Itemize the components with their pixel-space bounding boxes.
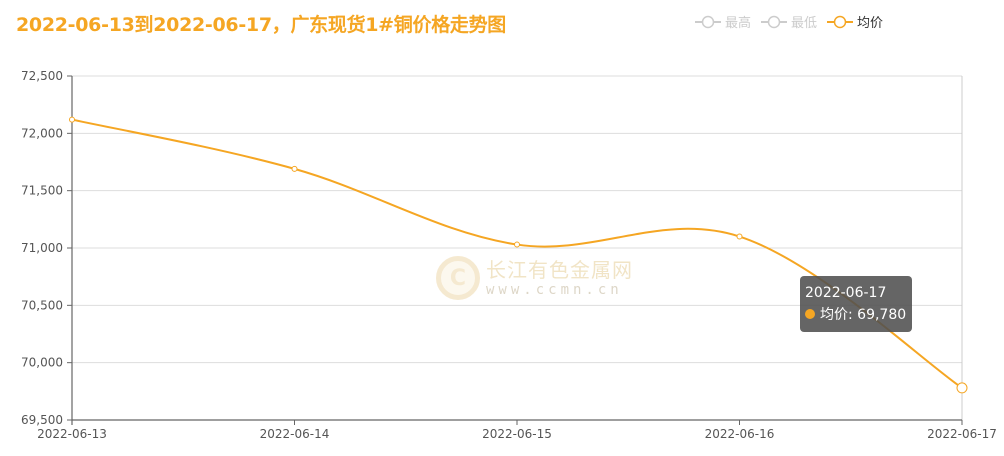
- legend-line-circle-icon: [761, 15, 788, 28]
- series-dot-icon: [805, 309, 815, 319]
- y-tick-label: 72,000: [21, 126, 63, 140]
- y-tick-label: 70,500: [21, 298, 63, 312]
- x-tick-label: 2022-06-13: [37, 427, 107, 441]
- y-tick-label: 71,500: [21, 184, 63, 198]
- legend-label: 均价: [857, 16, 884, 31]
- watermark-logo-icon: C: [436, 256, 480, 300]
- data-point[interactable]: [956, 382, 968, 394]
- watermark-name: 长江有色金属网: [486, 258, 633, 282]
- chart-title: 2022-06-13到2022-06-17，广东现货1#铜价格走势图: [16, 14, 507, 36]
- x-tick-label: 2022-06-14: [260, 427, 330, 441]
- tooltip: 2022-06-17 均价: 69,780: [800, 276, 913, 332]
- data-point[interactable]: [291, 165, 298, 172]
- x-tick-label: 2022-06-17: [927, 427, 997, 441]
- data-point[interactable]: [514, 241, 520, 248]
- legend-label: 最低: [791, 16, 818, 31]
- x-tick-label: 2022-06-16: [705, 427, 775, 441]
- data-point[interactable]: [69, 116, 75, 123]
- legend-item-high[interactable]: 最高: [695, 12, 751, 31]
- series-line-avg[interactable]: [71, 118, 963, 389]
- y-tick-label: 71,000: [21, 241, 63, 255]
- tooltip-value: 均价: 69,780: [820, 307, 907, 323]
- watermark-url: www.ccmn.cn: [486, 282, 623, 298]
- data-point[interactable]: [736, 233, 743, 240]
- y-tick-label: 72,500: [21, 69, 63, 83]
- y-tick-label: 70,000: [21, 356, 63, 370]
- legend-line-circle-icon: [827, 15, 854, 28]
- watermark: C 长江有色金属网 www.ccmn.cn: [436, 256, 633, 300]
- legend-line-circle-icon: [695, 15, 721, 28]
- legend-item-low[interactable]: 最低: [761, 12, 817, 31]
- tooltip-date: 2022-06-17: [805, 285, 887, 301]
- legend-item-avg[interactable]: 均价: [827, 12, 883, 31]
- legend-label: 最高: [725, 16, 752, 31]
- x-tick-label: 2022-06-15: [482, 427, 552, 441]
- y-tick-label: 69,500: [21, 413, 63, 427]
- legend: 最高 最低 均价: [695, 12, 883, 31]
